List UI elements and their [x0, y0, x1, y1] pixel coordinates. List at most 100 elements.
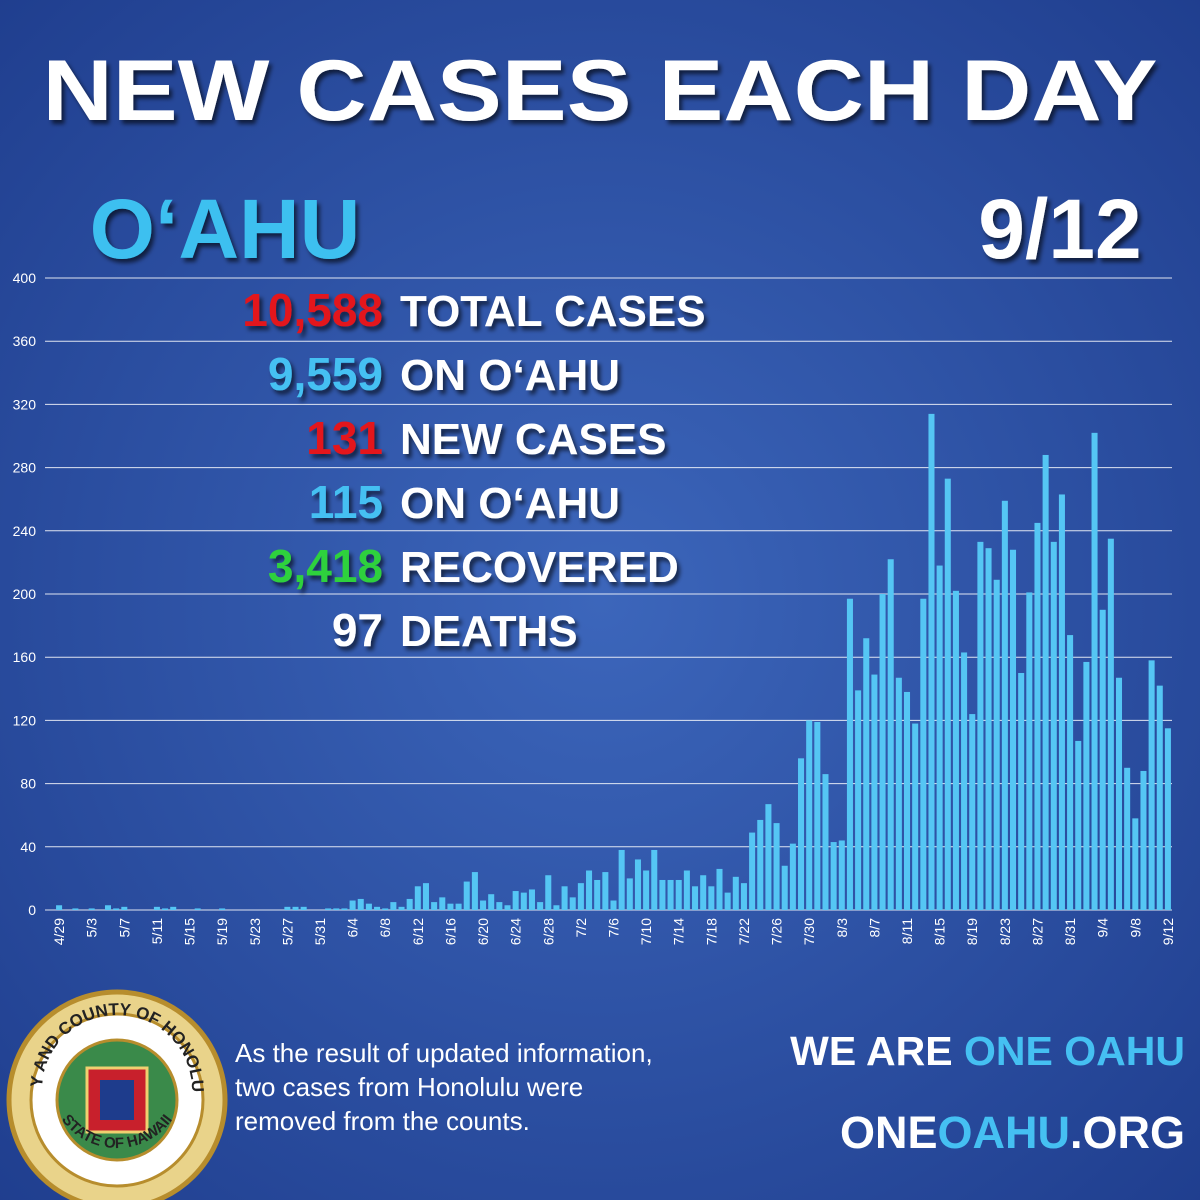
bar	[1018, 673, 1025, 910]
bar	[390, 902, 397, 910]
stats: 10,588 TOTAL CASES 9,559 ON O‘AHU 131 NEW CAS…	[242, 284, 705, 656]
bar	[162, 908, 169, 910]
y-tick-label: 360	[13, 333, 37, 349]
bar	[781, 865, 788, 910]
x-tick-label: 6/4	[345, 918, 361, 938]
bar	[406, 898, 413, 910]
bar	[887, 559, 894, 910]
bar	[944, 478, 951, 910]
bar	[455, 903, 462, 910]
bar	[716, 868, 723, 910]
bar	[463, 881, 470, 910]
bar	[545, 875, 552, 910]
bar	[928, 413, 935, 910]
bar	[561, 886, 568, 910]
y-tick-label: 320	[13, 396, 37, 412]
y-tick-label: 40	[20, 839, 36, 855]
stat-value: 115	[309, 476, 383, 528]
bar	[439, 897, 446, 910]
y-tick-label: 200	[13, 586, 37, 602]
bar	[871, 674, 878, 910]
bar	[284, 906, 291, 910]
x-tick-label: 8/11	[899, 918, 915, 944]
bar	[904, 691, 911, 910]
bar	[56, 905, 63, 910]
bar	[863, 638, 870, 910]
bar	[537, 902, 544, 910]
y-tick-label: 0	[28, 902, 36, 918]
bar	[643, 870, 650, 910]
x-tick-label: 6/16	[442, 918, 458, 945]
x-tick-label: 6/20	[475, 918, 491, 945]
bar	[398, 906, 405, 910]
note-line: As the result of updated information,	[235, 1038, 653, 1068]
stat-label: RECOVERED	[400, 543, 679, 592]
slogan: WE ARE ONE OAHU	[790, 1028, 1185, 1074]
bar	[219, 908, 226, 910]
bar	[895, 677, 902, 910]
bar	[1099, 609, 1106, 910]
bar	[846, 598, 853, 910]
bar	[414, 886, 421, 910]
bar	[496, 902, 503, 910]
bar	[789, 843, 796, 910]
stat-value: 131	[306, 412, 383, 464]
stat-value: 97	[332, 604, 383, 656]
bar	[879, 594, 886, 910]
seal-shield-inner	[100, 1080, 134, 1120]
bar	[749, 832, 756, 910]
bar	[365, 903, 372, 910]
bar	[333, 908, 340, 910]
x-tick-label: 7/22	[736, 918, 752, 945]
x-tick-label: 5/11	[149, 918, 165, 944]
x-tick-label: 8/7	[866, 918, 882, 938]
site-c: .ORG	[1070, 1107, 1185, 1158]
x-tick-label: 6/24	[508, 918, 524, 945]
bar	[1115, 677, 1123, 910]
bar	[553, 905, 560, 910]
bar	[700, 875, 707, 910]
bar	[121, 906, 128, 910]
bar	[920, 598, 927, 910]
y-tick-label: 120	[13, 712, 37, 728]
bar	[977, 541, 984, 910]
bar	[72, 908, 79, 910]
bar	[740, 883, 747, 910]
slogan-white: WE ARE	[790, 1028, 952, 1074]
x-tick-label: 8/23	[997, 918, 1013, 945]
bar	[993, 579, 1000, 910]
stat-label: ON O‘AHU	[400, 479, 620, 528]
stat-label: TOTAL CASES	[400, 287, 706, 336]
bar	[1075, 740, 1082, 910]
plot: 0 40 80 120 160 200 240 280 320 360 400 4/29 5/3 5/7 5…	[13, 270, 1176, 945]
bar	[952, 590, 959, 910]
x-tick-label: 5/27	[279, 918, 295, 945]
bar	[634, 859, 641, 910]
x-tick-label: 6/8	[377, 918, 393, 938]
bar	[292, 906, 299, 910]
bar	[830, 842, 837, 910]
bar	[1026, 592, 1033, 910]
bar	[1124, 767, 1131, 910]
bar	[1009, 549, 1017, 910]
bar	[708, 886, 715, 910]
bar	[1083, 661, 1090, 910]
bar	[822, 774, 829, 910]
x-tick-label: 7/26	[769, 918, 785, 945]
x-tick-label: 8/27	[1029, 918, 1045, 945]
bar	[1067, 635, 1074, 910]
x-tick-label: 5/3	[84, 918, 100, 938]
x-tick-label: 8/31	[1062, 918, 1078, 945]
site-b: OAHU	[937, 1107, 1070, 1158]
bar	[1156, 685, 1163, 910]
x-tick-label: 5/15	[182, 918, 198, 945]
x-tick-label: 5/23	[247, 918, 263, 945]
bar	[300, 906, 307, 910]
bar	[88, 908, 95, 910]
bar	[520, 892, 527, 910]
bar	[969, 714, 976, 910]
bar	[382, 908, 389, 910]
bar	[1050, 541, 1057, 910]
bar	[814, 721, 821, 910]
